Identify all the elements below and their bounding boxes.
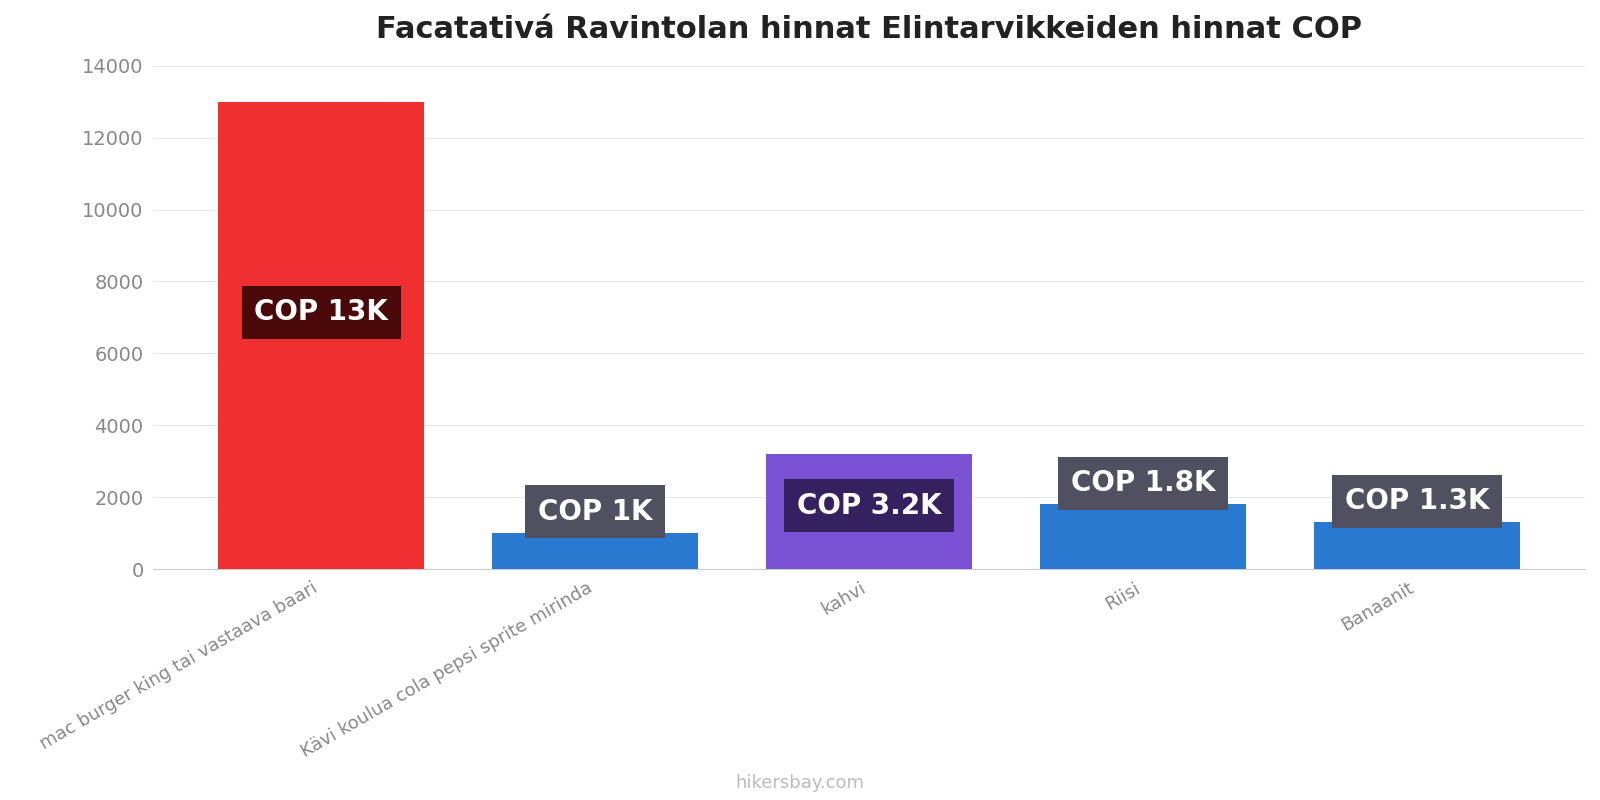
- Text: COP 1.3K: COP 1.3K: [1346, 487, 1490, 515]
- Text: COP 1K: COP 1K: [538, 498, 653, 526]
- Bar: [766, 454, 971, 569]
- Title: Facatativá Ravintolan hinnat Elintarvikkeiden hinnat COP: Facatativá Ravintolan hinnat Elintarvikk…: [376, 15, 1362, 44]
- Text: hikersbay.com: hikersbay.com: [736, 774, 864, 792]
- Text: COP 1.8K: COP 1.8K: [1070, 469, 1216, 497]
- Text: COP 3.2K: COP 3.2K: [797, 492, 941, 520]
- Text: COP 13K: COP 13K: [254, 298, 389, 326]
- Bar: [219, 102, 424, 569]
- Bar: [493, 533, 698, 569]
- Bar: [1315, 522, 1520, 569]
- Bar: [1040, 504, 1246, 569]
